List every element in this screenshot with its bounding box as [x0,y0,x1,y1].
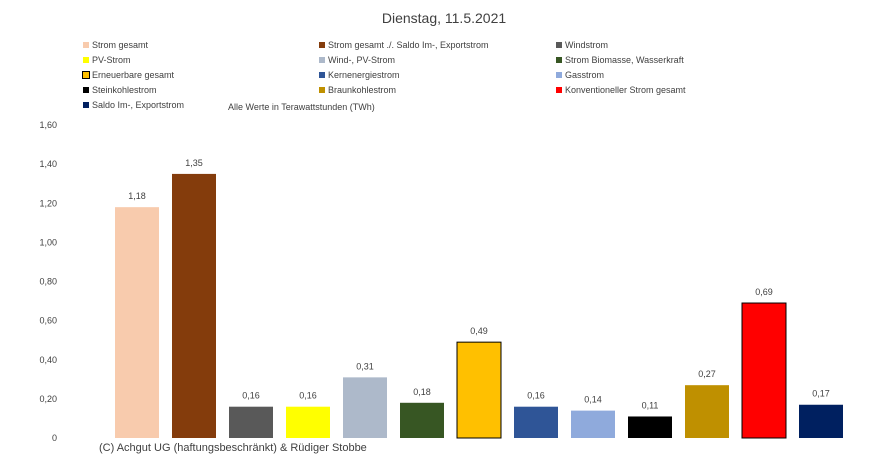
data-label: 0,17 [812,389,830,399]
chart-title: Dienstag, 11.5.2021 [381,10,507,26]
legend-item: Saldo Im-, Exportstrom [83,99,184,111]
legend-label: Kernenergiestrom [328,70,400,80]
legend-item: Wind-, PV-Strom [319,54,395,66]
legend-item: Gasstrom [556,69,604,81]
y-axis: 0 0,20 0,40 0,60 0,80 1,00 1,20 1,40 1,60 [39,120,57,443]
data-label: 0,16 [527,391,545,401]
legend-swatch [556,57,562,63]
bar [456,341,502,439]
legend-swatch [83,57,89,63]
bar [571,410,615,438]
legend-label: Strom Biomasse, Wasserkraft [565,55,684,65]
legend-swatch [319,42,325,48]
data-label: 0,27 [698,369,716,379]
data-labels: 1,18 1,35 0,16 0,16 0,31 0,18 0,49 0,16 0,14 0,11… [128,158,830,411]
bar [115,207,159,438]
legend-item: Konventioneller Strom gesamt [556,84,686,96]
data-label: 0,11 [642,400,659,410]
data-label: 0,18 [413,387,431,397]
legend-label: Braunkohlestrom [328,85,397,95]
legend-label: Wind-, PV-Strom [328,55,396,65]
legend-label: Gasstrom [565,70,605,80]
legend-swatch [319,87,325,93]
bar [685,385,729,438]
bar [799,404,843,438]
legend-swatch [83,87,89,93]
legend-swatch [83,42,89,48]
y-tick-label: 0,80 [39,277,57,287]
bar [400,402,444,438]
legend-swatch [83,102,89,108]
legend-swatch [556,87,562,93]
legend-label: PV-Strom [92,55,131,65]
y-tick-label: 1,60 [39,120,57,130]
bar [229,406,273,438]
legend-item: Steinkohlestrom [83,84,157,96]
legend-item: Erneuerbare gesamt [82,69,175,81]
y-tick-label: 0,40 [39,355,57,365]
legend-item: Windstrom [556,39,608,51]
y-tick-label: 1,00 [39,237,57,247]
chart-legend: Strom gesamt Strom gesamt ./. Saldo Im-, … [82,39,843,119]
legend-label: Erneuerbare gesamt [92,70,175,80]
copyright-notice: (C) Achgut UG (haftungsbeschränkt) & Rüd… [97,442,369,454]
data-label: 0,69 [755,287,773,297]
legend-label: Steinkohlestrom [92,85,157,95]
bar [628,416,672,438]
legend-label: Strom gesamt [92,40,149,50]
data-label: 0,16 [242,391,260,401]
data-label: 0,14 [584,395,602,405]
data-label: 0,49 [470,326,488,336]
legend-swatch [556,42,562,48]
legend-label: Windstrom [565,40,609,50]
data-label: 1,18 [128,191,146,201]
y-tick-label: 0 [52,433,57,443]
legend-label: Saldo Im-, Exportstrom [92,100,185,110]
y-tick-label: 0,20 [39,394,57,404]
legend-swatch [556,72,562,78]
legend-item: Kernenergiestrom [319,69,400,81]
y-tick-label: 1,40 [39,159,57,169]
data-label: 0,31 [356,361,374,371]
y-tick-label: 0,60 [39,316,57,326]
legend-swatch [82,71,90,79]
legend-item: Strom gesamt ./. Saldo Im-, Exportstrom [319,39,489,51]
y-tick-label: 1,20 [39,198,57,208]
bar [741,302,787,439]
legend-item: PV-Strom [83,54,131,66]
legend-label: Konventioneller Strom gesamt [565,85,686,95]
unit-note: Alle Werte in Terawattstunden (TWh) [228,102,375,112]
bar [343,377,387,438]
legend-swatch [319,57,325,63]
legend-item: Strom gesamt [83,39,148,51]
bar [514,406,558,438]
data-label: 1,35 [185,158,203,168]
legend-item: Braunkohlestrom [319,84,396,96]
bars [115,173,843,439]
legend-item: Strom Biomasse, Wasserkraft [556,54,684,66]
legend-label: Strom gesamt ./. Saldo Im-, Exportstrom [328,40,489,50]
bar [286,406,330,438]
legend-swatch [319,72,325,78]
bar [172,173,216,438]
data-label: 0,16 [299,391,317,401]
